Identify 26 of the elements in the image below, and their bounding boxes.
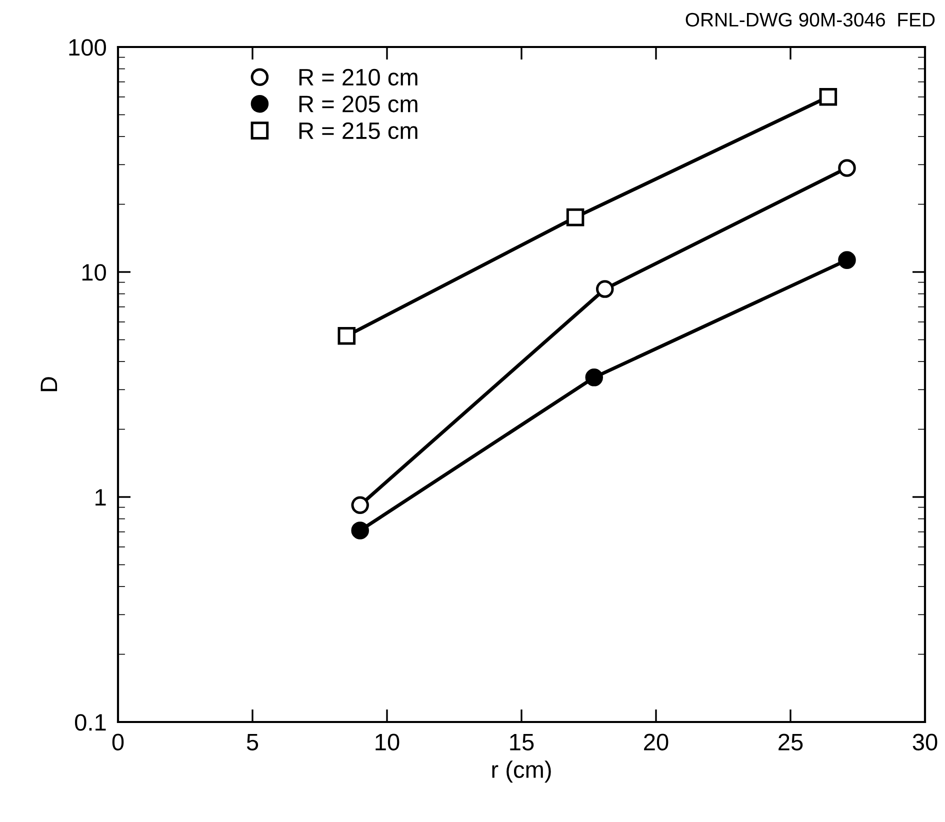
x-tick-label: 20 bbox=[644, 734, 668, 750]
point bbox=[838, 251, 856, 269]
legend-label: R = 205 cm bbox=[299, 96, 418, 112]
point bbox=[351, 522, 369, 540]
point bbox=[585, 368, 604, 386]
point bbox=[596, 280, 614, 298]
legend-label: R = 210 cm bbox=[299, 68, 418, 86]
point bbox=[566, 208, 584, 226]
legend-label: R = 215 cm bbox=[299, 122, 418, 140]
x-tick-label: 0 bbox=[112, 734, 124, 750]
y-tick-label: 1 bbox=[96, 489, 106, 506]
x-tick-label: 5 bbox=[246, 734, 258, 750]
point bbox=[819, 88, 838, 106]
x-tick-label: 10 bbox=[376, 734, 400, 750]
y-tick-label: 0.1 bbox=[74, 714, 106, 731]
y-tick-label: 100 bbox=[69, 39, 106, 56]
point bbox=[838, 159, 856, 177]
point bbox=[338, 327, 356, 345]
y-axis-title: D bbox=[40, 377, 58, 392]
x-tick-label: 25 bbox=[778, 734, 803, 750]
x-axis-title: r (cm) bbox=[492, 760, 551, 783]
point bbox=[351, 496, 369, 514]
y-tick-label: 10 bbox=[82, 264, 106, 281]
x-tick-label: 30 bbox=[912, 734, 938, 750]
x-tick-label: 15 bbox=[510, 734, 534, 750]
text: ORNL-DWG 90M-3046 FED bbox=[686, 12, 935, 27]
